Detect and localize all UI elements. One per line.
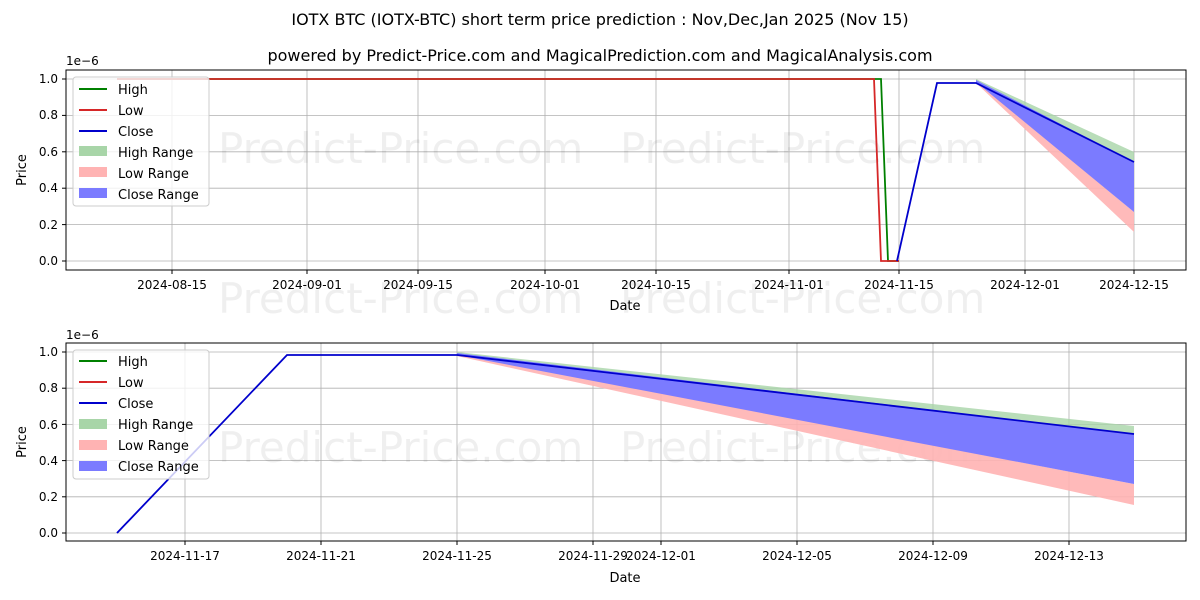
- top-y-axis-label: Price: [15, 154, 30, 186]
- svg-text:2024-11-15: 2024-11-15: [864, 278, 934, 292]
- bottom-axes-frame: [65, 342, 1187, 542]
- top-close-range-area: [976, 80, 1134, 212]
- svg-text:1.0: 1.0: [39, 345, 58, 359]
- svg-text:0.4: 0.4: [39, 181, 58, 195]
- svg-text:0.6: 0.6: [39, 145, 58, 159]
- svg-text:2024-11-01: 2024-11-01: [754, 278, 824, 292]
- svg-text:2024-12-13: 2024-12-13: [1034, 549, 1104, 563]
- bottom-close-range-area: [457, 353, 1134, 484]
- top-x-tick-labels: 2024-08-15 2024-09-01 2024-09-15 2024-10…: [137, 278, 1169, 292]
- bottom-y-tick-labels: 1.0 0.8 0.6 0.4 0.2 0.0: [39, 345, 58, 540]
- legend-close-range: Close Range: [118, 188, 199, 203]
- bottom-legend: High Low Close High Range Low Range Clos…: [72, 349, 210, 480]
- top-y-tick-labels: 1.0 0.8 0.6 0.4 0.2 0.0: [39, 72, 58, 268]
- bottom-x-axis-label: Date: [609, 571, 640, 586]
- legend-high-range: High Range: [118, 418, 193, 433]
- top-chart: 1e−6 Predict-Price.com Predict-Price.com…: [15, 54, 1187, 323]
- watermark: Predict-Price.com: [620, 124, 985, 173]
- svg-text:0.8: 0.8: [39, 108, 58, 122]
- svg-text:0.6: 0.6: [39, 418, 58, 432]
- legend-low: Low: [118, 104, 144, 119]
- svg-text:2024-10-15: 2024-10-15: [621, 278, 691, 292]
- bottom-chart: 1e−6 Predict-Price.com Predict-Price.com: [15, 328, 1187, 586]
- watermark: Predict-Price.com: [620, 274, 985, 323]
- svg-text:0.2: 0.2: [39, 490, 58, 504]
- legend-high-range: High Range: [118, 146, 193, 161]
- watermark: Predict-Price.com: [218, 274, 583, 323]
- svg-text:2024-12-01: 2024-12-01: [990, 278, 1060, 292]
- legend-low-range: Low Range: [118, 439, 189, 454]
- top-y-scale-label: 1e−6: [66, 54, 99, 68]
- svg-text:2024-09-01: 2024-09-01: [272, 278, 342, 292]
- svg-text:2024-08-15: 2024-08-15: [137, 278, 207, 292]
- svg-text:0.0: 0.0: [39, 526, 58, 540]
- legend-close: Close: [118, 397, 153, 412]
- watermark: Predict-Price.com: [218, 124, 583, 173]
- bottom-y-scale-label: 1e−6: [66, 328, 99, 342]
- svg-text:2024-12-15: 2024-12-15: [1099, 278, 1169, 292]
- bottom-low-range-area: [457, 354, 1134, 505]
- legend-close: Close: [118, 125, 153, 140]
- svg-text:1.0: 1.0: [39, 72, 58, 86]
- top-axes-frame: [65, 69, 1187, 271]
- legend-low: Low: [118, 376, 144, 391]
- top-x-axis-label: Date: [609, 299, 640, 314]
- top-legend: High Low Close High Range Low Range Clos…: [72, 76, 210, 207]
- chart-subtitle: powered by Predict-Price.com and Magical…: [267, 46, 933, 65]
- svg-text:2024-12-09: 2024-12-09: [898, 549, 968, 563]
- top-grid: [66, 70, 1186, 270]
- chart-title: IOTX BTC (IOTX-BTC) short term price pre…: [291, 10, 909, 29]
- svg-text:0.0: 0.0: [39, 254, 58, 268]
- top-low-line: [117, 78, 899, 262]
- svg-text:0.8: 0.8: [39, 381, 58, 395]
- svg-text:2024-11-25: 2024-11-25: [422, 549, 492, 563]
- svg-text:0.4: 0.4: [39, 454, 58, 468]
- legend-high: High: [118, 83, 148, 98]
- svg-text:0.2: 0.2: [39, 218, 58, 232]
- svg-text:2024-10-01: 2024-10-01: [510, 278, 580, 292]
- watermark: Predict-Price.com: [218, 423, 583, 472]
- legend-low-range: Low Range: [118, 167, 189, 182]
- legend-high: High: [118, 355, 148, 370]
- bottom-x-tick-labels: 2024-11-17 2024-11-21 2024-11-25 2024-11…: [150, 549, 1104, 563]
- svg-text:2024-09-15: 2024-09-15: [383, 278, 453, 292]
- svg-text:2024-11-17: 2024-11-17: [150, 549, 220, 563]
- svg-text:2024-11-21: 2024-11-21: [286, 549, 356, 563]
- top-close-line: [896, 82, 1135, 262]
- svg-text:2024-12-05: 2024-12-05: [762, 549, 832, 563]
- legend-close-range: Close Range: [118, 460, 199, 475]
- bottom-y-axis-label: Price: [15, 426, 30, 458]
- svg-text:2024-12-01: 2024-12-01: [626, 549, 696, 563]
- svg-text:2024-11-29: 2024-11-29: [558, 549, 628, 563]
- top-low-range-area: [976, 81, 1134, 232]
